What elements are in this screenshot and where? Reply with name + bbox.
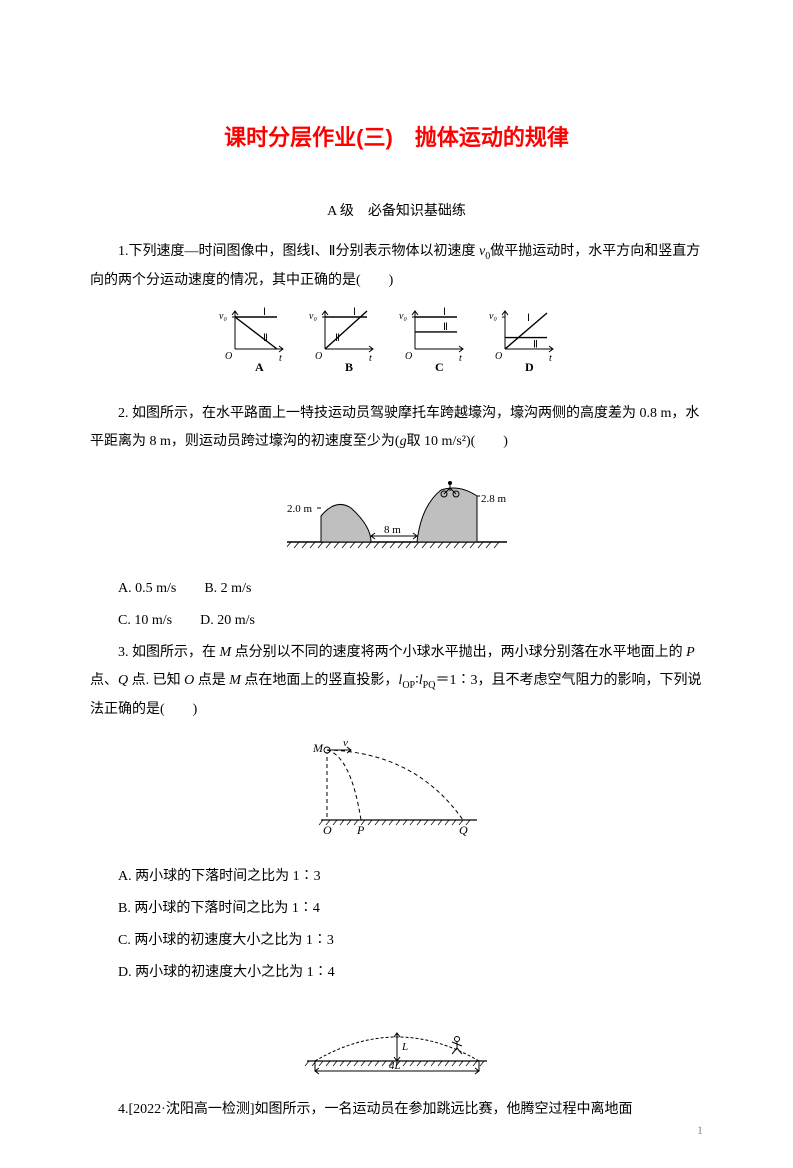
svg-text:O: O	[323, 823, 332, 837]
svg-text:2.8 m: 2.8 m	[481, 493, 507, 505]
q3-b: 点分别以不同的速度将两个小球水平抛出，两小球分别落在水平地面上的	[231, 645, 686, 660]
svg-text:P: P	[356, 823, 365, 837]
q3-opt-d: D. 两小球的初速度大小之比为 1∶4	[90, 959, 703, 987]
svg-text:Q: Q	[459, 823, 468, 837]
q2-opts-cd: C. 10 m/s D. 20 m/s	[90, 607, 703, 635]
page-number: 1	[697, 1123, 703, 1138]
svg-text:O: O	[495, 351, 502, 362]
svg-text:A: A	[255, 360, 264, 374]
svg-text:Ⅱ: Ⅱ	[533, 339, 538, 350]
q3-e: 点是	[194, 673, 229, 688]
svg-text:O: O	[405, 351, 412, 362]
svg-text:Ⅰ: Ⅰ	[527, 313, 530, 324]
q3-f: 点在地面上的竖直投影，	[241, 673, 399, 688]
q3-sub-pq: PQ	[423, 680, 436, 691]
svg-text:C: C	[435, 360, 444, 374]
q2-part-a: 2. 如图所示，在水平路面上一特技运动员驾驶摩托车跨越壕沟，壕沟两侧的高度差为 …	[90, 406, 699, 449]
q1-part-a: 1.下列速度—时间图像中，图线Ⅰ、Ⅱ分别表示物体以初速度	[118, 244, 479, 259]
svg-text:Ⅱ: Ⅱ	[443, 322, 448, 333]
svg-text:2.0 m: 2.0 m	[287, 503, 313, 515]
svg-text:O: O	[315, 351, 322, 362]
svg-text:4L: 4L	[389, 1060, 401, 1072]
q3-text: 3. 如图所示，在 M 点分别以不同的速度将两个小球水平抛出，两小球分别落在水平…	[90, 639, 703, 724]
q3-sub-op: OP	[402, 680, 415, 691]
q2-figure: 8 m 2.0 m 2.8 m	[90, 464, 703, 559]
svg-text:L: L	[401, 1041, 408, 1053]
q3-d: 点. 已知	[128, 673, 184, 688]
q1-figure: v₀ t O Ⅰ Ⅱ Av₀ t O Ⅰ Ⅱ Bv₀ t O Ⅰ Ⅱ Cv₀ t O Ⅰ Ⅱ D	[90, 303, 703, 384]
level-label: A 级 必备知识基础练	[90, 200, 703, 220]
svg-text:v₀: v₀	[219, 311, 227, 322]
q3-opt-a: A. 两小球的下落时间之比为 1∶3	[90, 863, 703, 891]
q2-opt-c: C. 10 m/s	[118, 613, 172, 628]
q4-text: 4.[2022·沈阳高一检测]如图所示，一名运动员在参加跳远比赛，他腾空过程中离…	[90, 1096, 703, 1124]
q3-opt-b: B. 两小球的下落时间之比为 1∶4	[90, 895, 703, 923]
q3-opt-c: C. 两小球的初速度大小之比为 1∶3	[90, 927, 703, 955]
q2-opt-b: B. 2 m/s	[204, 581, 251, 596]
svg-text:Ⅱ: Ⅱ	[335, 333, 340, 344]
q2-g: g	[400, 434, 407, 449]
svg-text:Ⅰ: Ⅰ	[263, 307, 266, 318]
svg-text:Ⅰ: Ⅰ	[353, 307, 356, 318]
svg-text:t: t	[279, 353, 282, 364]
svg-text:Ⅱ: Ⅱ	[263, 333, 268, 344]
q4-figure: L4L	[90, 1015, 703, 1080]
page: 课时分层作业(三) 抛体运动的规律 A 级 必备知识基础练 1.下列速度—时间图…	[0, 0, 793, 1168]
svg-text:M: M	[312, 741, 324, 755]
svg-text:t: t	[459, 353, 462, 364]
svg-text:v₀: v₀	[489, 311, 497, 322]
q2-opts-ab: A. 0.5 m/s B. 2 m/s	[90, 575, 703, 603]
q3-M2: M	[229, 673, 241, 688]
svg-text:8 m: 8 m	[384, 524, 401, 536]
q3-c: 点、	[90, 673, 118, 688]
svg-text:t: t	[369, 353, 372, 364]
q2-part-b: 取 10 m/s²)( )	[407, 434, 508, 449]
q1-graphs-svg: v₀ t O Ⅰ Ⅱ Av₀ t O Ⅰ Ⅱ Bv₀ t O Ⅰ Ⅱ Cv₀ t O Ⅰ Ⅱ D	[217, 303, 577, 379]
q3-a: 3. 如图所示，在	[118, 645, 220, 660]
svg-text:v: v	[343, 737, 348, 749]
q3-figure: v M O P Q	[90, 732, 703, 847]
q4-svg: L4L	[297, 1015, 497, 1075]
q3-M: M	[220, 645, 232, 660]
q2-opt-a: A. 0.5 m/s	[118, 581, 176, 596]
q2-text: 2. 如图所示，在水平路面上一特技运动员驾驶摩托车跨越壕沟，壕沟两侧的高度差为 …	[90, 400, 703, 456]
svg-text:Ⅰ: Ⅰ	[443, 307, 446, 318]
q2-opt-d: D. 20 m/s	[200, 613, 255, 628]
q3-Q: Q	[118, 673, 128, 688]
svg-text:O: O	[225, 351, 232, 362]
svg-text:v₀: v₀	[309, 311, 317, 322]
q1-text: 1.下列速度—时间图像中，图线Ⅰ、Ⅱ分别表示物体以初速度 v0做平抛运动时，水平…	[90, 238, 703, 295]
q3-O: O	[184, 673, 194, 688]
q3-svg: v M O P Q	[287, 732, 507, 842]
q2-svg: 8 m 2.0 m 2.8 m	[287, 464, 507, 554]
svg-text:v₀: v₀	[399, 311, 407, 322]
q3-P: P	[686, 645, 695, 660]
doc-title: 课时分层作业(三) 抛体运动的规律	[90, 120, 703, 152]
svg-text:D: D	[525, 360, 534, 374]
svg-text:t: t	[549, 353, 552, 364]
svg-text:B: B	[345, 360, 353, 374]
